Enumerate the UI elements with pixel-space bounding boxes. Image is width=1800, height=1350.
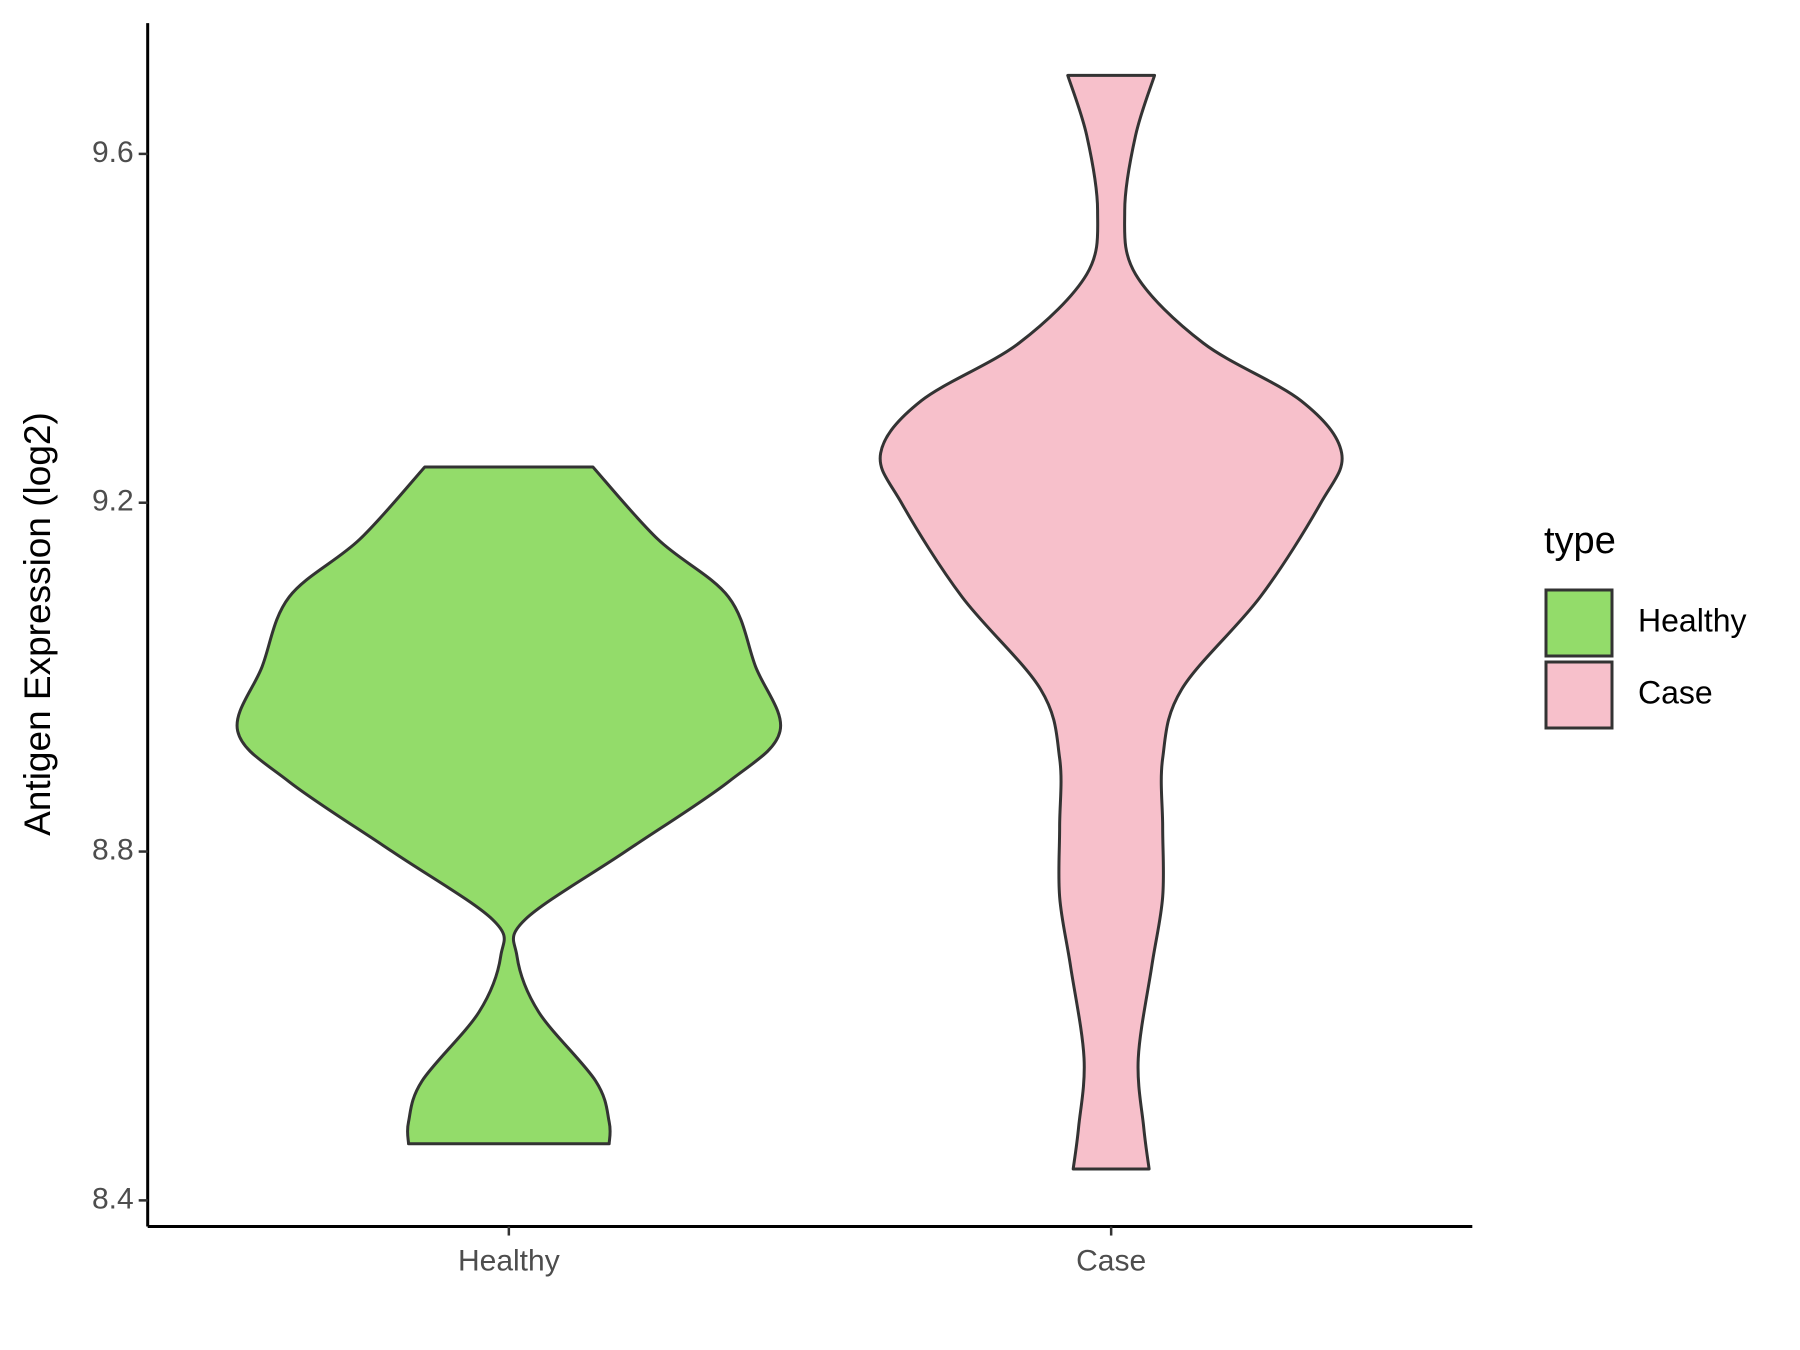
violin: [235, 465, 783, 1146]
y-tick-label: 9.6: [92, 136, 134, 169]
legend-key: [1544, 660, 1614, 730]
y-tick-label: 9.2: [92, 485, 134, 518]
violin: [878, 73, 1344, 1171]
x-tick-label: Healthy: [458, 1244, 560, 1277]
legend-title: type: [1544, 520, 1616, 562]
y-tick-label: 8.4: [92, 1182, 134, 1215]
legend-key: [1544, 588, 1614, 658]
y-axis-title: Antigen Expression (log2): [17, 412, 58, 836]
legend-label: Case: [1638, 674, 1713, 710]
y-tick-label: 8.8: [92, 833, 134, 866]
legend-label: Healthy: [1638, 602, 1747, 638]
x-tick-label: Case: [1076, 1244, 1146, 1277]
